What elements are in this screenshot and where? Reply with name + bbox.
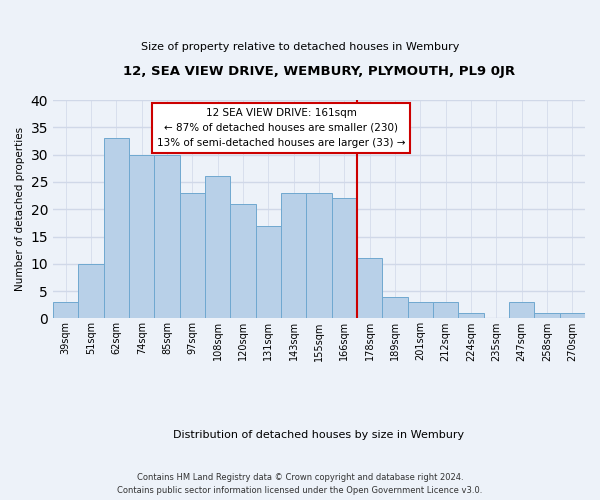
Text: 12 SEA VIEW DRIVE: 161sqm
← 87% of detached houses are smaller (230)
13% of semi: 12 SEA VIEW DRIVE: 161sqm ← 87% of detac…	[157, 108, 405, 148]
Bar	[230, 204, 256, 318]
Bar	[307, 193, 332, 318]
Bar	[79, 264, 104, 318]
Bar	[357, 258, 382, 318]
Text: Contains HM Land Registry data © Crown copyright and database right 2024.
Contai: Contains HM Land Registry data © Crown c…	[118, 474, 482, 495]
Bar	[53, 302, 79, 318]
Bar	[382, 296, 407, 318]
Bar	[560, 313, 585, 318]
Bar	[332, 198, 357, 318]
Bar	[407, 302, 433, 318]
Bar	[205, 176, 230, 318]
Bar	[458, 313, 484, 318]
X-axis label: Distribution of detached houses by size in Wembury: Distribution of detached houses by size …	[173, 430, 464, 440]
Bar	[535, 313, 560, 318]
Title: 12, SEA VIEW DRIVE, WEMBURY, PLYMOUTH, PL9 0JR: 12, SEA VIEW DRIVE, WEMBURY, PLYMOUTH, P…	[123, 65, 515, 78]
Y-axis label: Number of detached properties: Number of detached properties	[15, 127, 25, 292]
Bar	[256, 226, 281, 318]
Bar	[179, 193, 205, 318]
Bar	[281, 193, 307, 318]
Bar	[154, 154, 179, 318]
Text: Size of property relative to detached houses in Wembury: Size of property relative to detached ho…	[141, 42, 459, 52]
Bar	[433, 302, 458, 318]
Bar	[104, 138, 129, 318]
Bar	[509, 302, 535, 318]
Bar	[129, 154, 154, 318]
